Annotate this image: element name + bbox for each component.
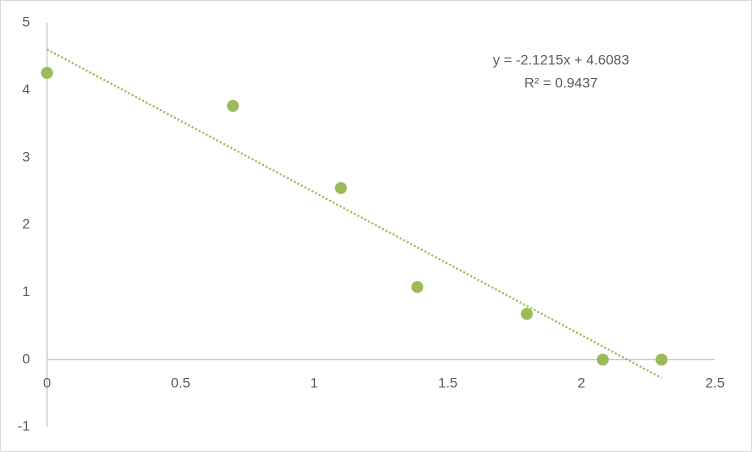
data-point (520, 307, 533, 320)
x-tick-label: 1.5 (438, 374, 458, 390)
data-point (411, 280, 424, 293)
data-point (655, 353, 668, 366)
x-tick-label: 1 (310, 374, 318, 390)
data-point (334, 181, 347, 194)
y-tick-label: 5 (22, 14, 30, 30)
x-tick-label: 0.5 (171, 374, 191, 390)
y-tick-label: 1 (22, 283, 30, 299)
trendline-equation: y = -2.1215x + 4.6083 (493, 52, 629, 68)
trendline (46, 48, 663, 379)
y-tick-label: -1 (18, 418, 31, 434)
x-tick-label: 0 (43, 374, 51, 390)
data-point (41, 66, 53, 79)
trendline-r-squared: R² = 0.9437 (524, 75, 598, 91)
y-tick-label: 3 (22, 148, 30, 164)
y-tick-label: 0 (22, 350, 30, 366)
y-tick-label: 4 (22, 81, 30, 97)
x-tick-label: 2 (578, 374, 586, 390)
data-point (226, 99, 239, 112)
x-tick-label: 2.5 (705, 374, 725, 390)
y-tick-label: 2 (22, 216, 30, 232)
data-point (596, 353, 609, 366)
